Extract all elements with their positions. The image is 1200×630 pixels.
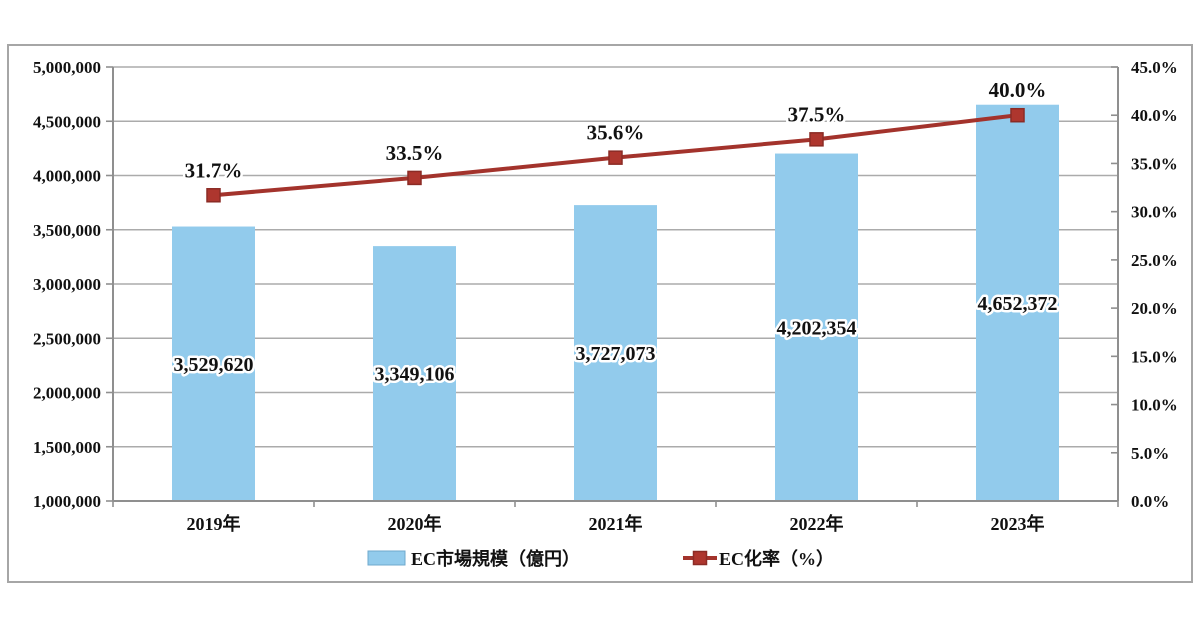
right-axis-tick-label: 10.0% [1131, 396, 1178, 415]
left-axis-tick-label: 5,000,000 [33, 58, 101, 77]
line-value-label: 40.0% [989, 78, 1047, 102]
right-axis-tick-label: 15.0% [1131, 347, 1178, 366]
line-marker-2021年 [608, 150, 623, 165]
right-axis-tick-label: 5.0% [1131, 444, 1169, 463]
line-value-label: 35.6% [587, 121, 645, 145]
left-axis-tick-label: 1,000,000 [33, 492, 101, 511]
bar-value-label: 3,727,073 [576, 343, 656, 365]
right-axis-tick-label: 45.0% [1131, 58, 1178, 77]
left-axis-tick-label: 1,500,000 [33, 438, 101, 457]
legend-swatch-bar [367, 550, 406, 566]
bar-2019年 [172, 226, 255, 501]
left-axis-tick-label: 2,000,000 [33, 384, 101, 403]
line-value-label: 33.5% [386, 141, 444, 165]
left-axis-tick-label: 4,000,000 [33, 167, 101, 186]
bar-value-label: 3,349,106 [375, 364, 455, 386]
x-axis-label: 2023年 [991, 513, 1045, 534]
legend-marker-line [692, 550, 708, 566]
right-axis-tick-label: 0.0% [1131, 492, 1169, 511]
legend-label-line: EC化率（%） [719, 548, 834, 569]
line-marker-2022年 [809, 132, 824, 147]
line-marker-2020年 [407, 170, 422, 186]
left-axis-tick-label: 2,500,000 [33, 329, 101, 348]
bar-value-label: 4,202,354 [777, 317, 857, 339]
right-axis-tick-label: 40.0% [1131, 106, 1178, 125]
line-marker-2023年 [1010, 107, 1025, 123]
right-axis-tick-label: 35.0% [1131, 154, 1178, 173]
legend-label-bar: EC市場規模（億円） [411, 548, 580, 569]
left-axis-tick-label: 3,500,000 [33, 221, 101, 240]
x-axis-label: 2019年 [187, 513, 241, 534]
x-axis-label: 2020年 [388, 513, 442, 534]
line-marker-2019年 [206, 188, 221, 203]
bar-2020年 [373, 246, 456, 501]
bar-2023年 [976, 104, 1059, 501]
right-axis-tick-label: 30.0% [1131, 203, 1178, 222]
x-axis-label: 2021年 [589, 513, 643, 534]
line-value-label: 37.5% [788, 102, 846, 126]
bar-2022年 [775, 153, 858, 501]
bar-2021年 [574, 205, 657, 501]
left-axis-tick-label: 3,000,000 [33, 275, 101, 294]
bar-value-label: 4,652,372 [978, 293, 1058, 315]
right-axis-tick-label: 25.0% [1131, 251, 1178, 270]
bar-value-label: 3,529,620 [174, 354, 254, 376]
line-value-label: 31.7% [185, 158, 243, 182]
right-axis-tick-label: 20.0% [1131, 299, 1178, 318]
left-axis-tick-label: 4,500,000 [33, 112, 101, 131]
x-axis-label: 2022年 [790, 513, 844, 534]
